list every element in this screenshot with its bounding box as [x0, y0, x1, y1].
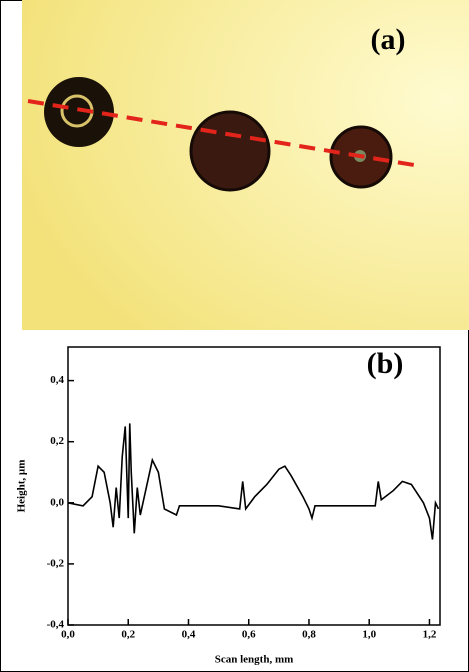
x-tick-label: 0,4 — [182, 629, 196, 641]
micrograph — [22, 0, 469, 330]
profile-line — [67, 423, 440, 540]
x-tick-label: 0,0 — [61, 629, 75, 641]
x-tick-label: 0,8 — [302, 629, 316, 641]
x-tick-label: 0,2 — [121, 629, 135, 641]
x-tick-label: 0,6 — [242, 629, 256, 641]
x-tick-label: 1,2 — [423, 629, 437, 641]
panel-label: (b) — [367, 347, 404, 380]
x-tick-label: 1,0 — [362, 629, 376, 641]
y-tick-label: 0,4 — [50, 374, 64, 386]
y-tick-label: -0,4 — [47, 619, 65, 631]
y-axis-label: Height, µm — [16, 460, 28, 513]
panel-label: (a) — [371, 23, 406, 56]
y-tick-label: 0,0 — [50, 496, 64, 508]
plot-frame — [67, 346, 441, 626]
y-tick-label: -0,2 — [47, 557, 65, 569]
x-axis-label: Scan length, mm — [215, 654, 294, 666]
y-tick-label: 0,2 — [50, 435, 64, 447]
